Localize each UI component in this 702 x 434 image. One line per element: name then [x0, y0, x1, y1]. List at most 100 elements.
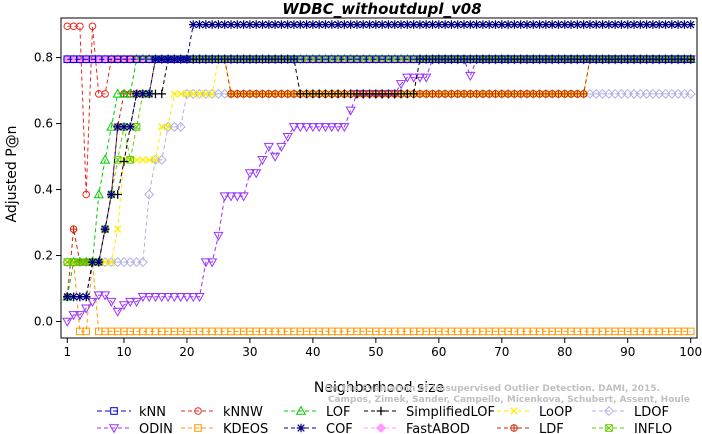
- data-point: [491, 90, 500, 98]
- data-point: [156, 292, 167, 303]
- legend-item-kdeos: KDEOS: [181, 422, 268, 434]
- data-point: [188, 20, 198, 29]
- data-point: [144, 189, 155, 200]
- series-line: [67, 93, 691, 263]
- data-point: [139, 156, 147, 164]
- data-point: [125, 297, 136, 308]
- data-point: [252, 90, 261, 98]
- x-tick-label: 1: [63, 345, 71, 359]
- data-point: [169, 292, 180, 303]
- data-point: [529, 90, 538, 98]
- data-point: [497, 90, 506, 98]
- legend-item-knn: kNN: [97, 405, 166, 420]
- legend-marker: [194, 407, 202, 415]
- data-point: [409, 20, 418, 29]
- data-point: [408, 73, 419, 83]
- data-point: [585, 20, 595, 29]
- legend-label: LDF: [539, 422, 564, 434]
- data-point: [358, 20, 368, 29]
- data-point: [579, 90, 588, 98]
- data-point: [258, 90, 267, 98]
- data-point: [610, 20, 620, 29]
- data-point: [535, 90, 544, 98]
- data-point: [434, 20, 444, 29]
- data-point: [453, 20, 463, 29]
- data-point: [69, 292, 78, 302]
- data-point: [76, 22, 84, 31]
- data-point: [138, 89, 148, 99]
- data-point: [377, 20, 387, 29]
- data-point: [485, 90, 493, 98]
- legend-label: ODIN: [139, 422, 173, 434]
- data-point: [251, 169, 262, 179]
- data-point: [560, 90, 569, 98]
- data-point: [308, 20, 318, 29]
- data-point: [642, 20, 651, 29]
- data-point: [541, 20, 551, 29]
- data-point: [112, 88, 123, 98]
- data-point: [554, 90, 563, 98]
- data-point: [428, 20, 437, 29]
- data-point: [220, 20, 230, 29]
- y-axis: 0.0 0.2 0.4 0.6 0.8: [34, 51, 61, 329]
- data-point: [283, 90, 292, 98]
- data-point: [604, 20, 614, 29]
- x-tick-label: 90: [620, 345, 635, 359]
- data-point: [232, 192, 243, 202]
- legend-marker: [605, 424, 613, 432]
- data-point: [62, 292, 72, 302]
- data-point: [440, 20, 450, 29]
- data-point: [346, 20, 355, 29]
- data-point: [548, 90, 556, 98]
- x-tick-label: 100: [679, 345, 702, 359]
- data-point: [441, 90, 449, 98]
- x-axis: 1 10 20 30 40 50 60 70 80 90 100: [63, 338, 702, 359]
- data-point: [384, 20, 393, 29]
- data-point: [523, 90, 531, 98]
- data-point: [466, 90, 475, 98]
- data-point: [573, 90, 582, 98]
- series-line: [67, 58, 691, 263]
- y-tick-label: 0.0: [34, 315, 53, 329]
- data-point: [208, 90, 216, 98]
- data-point: [686, 20, 696, 29]
- data-point: [685, 88, 696, 99]
- legend-item-ldf: LDF: [497, 422, 564, 434]
- data-point: [132, 156, 141, 164]
- data-point: [137, 292, 149, 303]
- data-point: [667, 20, 677, 29]
- data-point: [282, 132, 293, 143]
- data-point: [535, 20, 544, 29]
- legend-label: SimplifiedLOF: [406, 405, 495, 420]
- legend-marker: [110, 407, 118, 415]
- data-point: [258, 20, 267, 29]
- data-point: [510, 20, 519, 29]
- data-point: [189, 90, 197, 98]
- chart-title: WDBC_withoutdupl_v08: [282, 0, 481, 18]
- legend-marker: [295, 405, 307, 415]
- data-point: [510, 90, 519, 98]
- data-point: [295, 123, 306, 133]
- data-point: [314, 123, 325, 133]
- legend-item-ldof: LDOF: [592, 405, 669, 420]
- series-line: [66, 58, 691, 322]
- data-point: [118, 301, 130, 311]
- data-point: [478, 20, 488, 29]
- data-point: [472, 20, 481, 29]
- data-point: [435, 90, 443, 98]
- data-point: [365, 20, 374, 29]
- data-point: [403, 20, 412, 29]
- data-point: [295, 20, 305, 29]
- data-point: [516, 90, 525, 98]
- data-point: [119, 122, 129, 132]
- data-point: [566, 20, 576, 29]
- data-point: [447, 20, 456, 29]
- data-point: [213, 231, 224, 242]
- data-point: [106, 297, 117, 308]
- data-point: [195, 20, 204, 29]
- data-point: [75, 292, 85, 302]
- legend-label: KDEOS: [223, 422, 268, 434]
- data-point: [661, 20, 670, 29]
- data-point: [144, 89, 154, 99]
- data-point: [145, 156, 153, 164]
